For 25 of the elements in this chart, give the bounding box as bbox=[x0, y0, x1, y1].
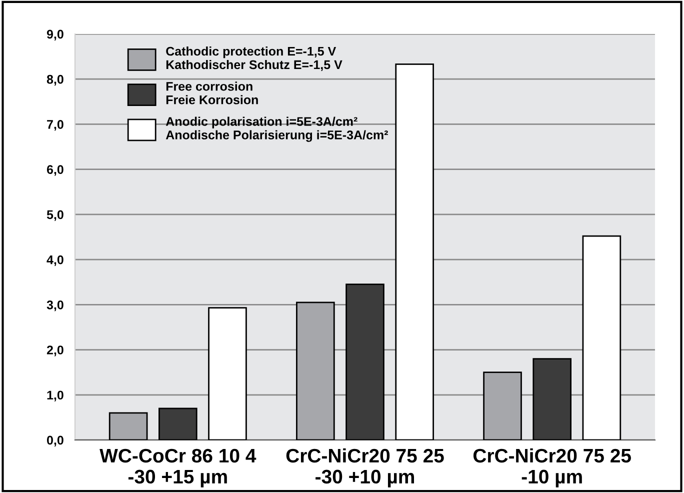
y-tick-label: 4,0 bbox=[46, 255, 64, 266]
bar bbox=[158, 408, 198, 440]
bar bbox=[108, 412, 148, 440]
bar bbox=[532, 358, 572, 440]
bar bbox=[346, 284, 384, 440]
bar bbox=[208, 307, 247, 440]
legend-label: Anodic polarisation i=5E-3A/cm² Anodische Polarisierung i=5E-3A/cm² bbox=[166, 116, 388, 142]
x-tick-label: CrC-NiCr20 75 25 -30 +10 µm bbox=[286, 448, 444, 488]
y-tick-label: 8,0 bbox=[46, 74, 64, 86]
y-tick-label: 5,0 bbox=[46, 210, 64, 221]
y-tick-label: 0,0 bbox=[47, 436, 64, 446]
x-tick-label: CrC-NiCr20 75 25 -10 µm bbox=[473, 448, 631, 488]
y-tick-label: 7,0 bbox=[47, 120, 64, 131]
legend-label: Cathodic protection E=-1,5 V Kathodischer Schutz E=-1,5 V bbox=[166, 46, 342, 71]
y-tick-label: 3,0 bbox=[46, 300, 64, 312]
y-tick-label: 2,0 bbox=[46, 346, 64, 356]
y-tick-label: 9,0 bbox=[46, 30, 64, 40]
bar bbox=[296, 302, 335, 440]
bar bbox=[582, 235, 622, 440]
legend-label: Free corrosion Freie Korrosion bbox=[166, 82, 258, 104]
y-tick-label: 6,0 bbox=[46, 165, 64, 176]
bar bbox=[483, 372, 522, 440]
bar bbox=[395, 64, 434, 440]
x-tick-label: WC-CoCr 86 10 4 -30 +15 µm bbox=[100, 448, 256, 488]
y-tick-label: 1,0 bbox=[47, 390, 64, 402]
